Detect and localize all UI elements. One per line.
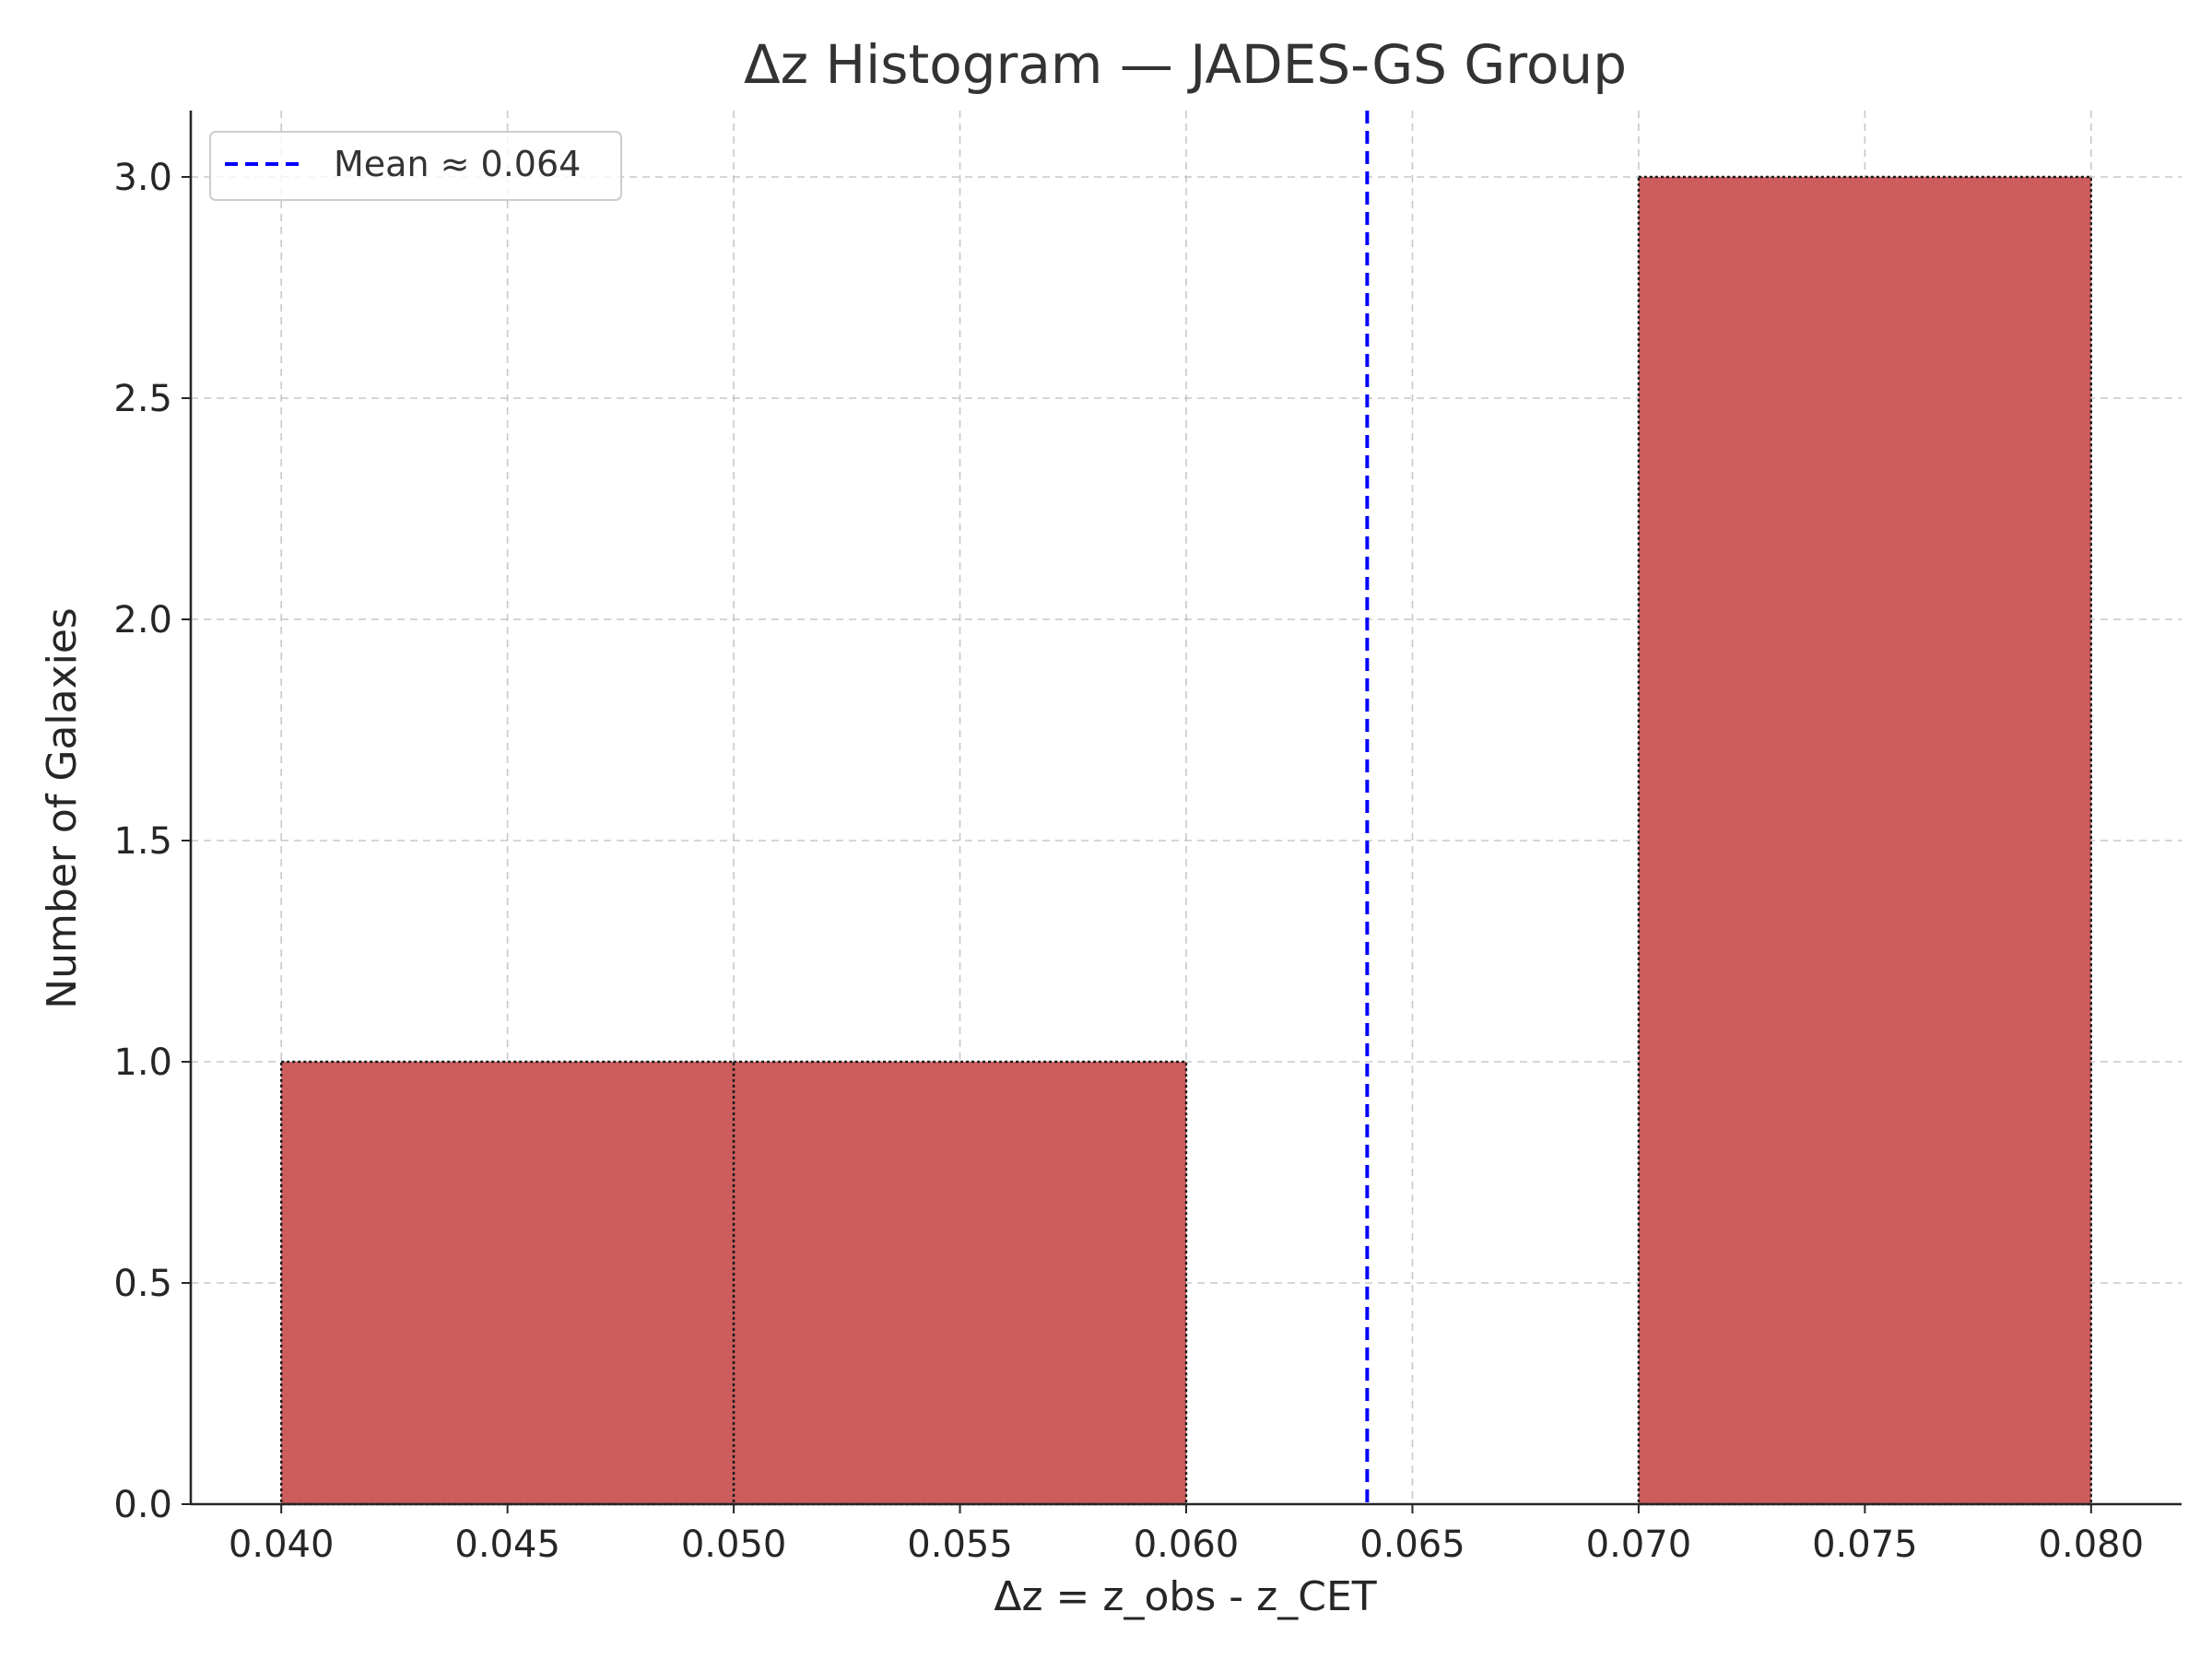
x-tick-label: 0.045 [454,1524,560,1566]
histogram-bar [732,1060,1188,1506]
tick-labels: 0.040 0.045 0.050 0.055 0.060 0.065 0.070 0.075… [113,157,2144,1566]
histogram-bar [279,1060,735,1506]
legend-label-mean: Mean ≈ 0.064 [334,144,581,184]
y-tick-label: 2.0 [113,599,172,641]
axes [182,111,2182,1513]
x-tick-label: 0.065 [1359,1524,1465,1566]
y-axis-label: Number of Galaxies [39,607,86,1009]
y-tick-label: 0.5 [113,1263,172,1305]
y-tick-label: 2.5 [113,378,172,420]
x-tick-label: 0.070 [1586,1524,1692,1566]
y-tick-label: 0.0 [113,1484,172,1526]
x-tick-label: 0.050 [681,1524,787,1566]
x-tick-label: 0.055 [907,1524,1013,1566]
x-tick-label: 0.060 [1134,1524,1240,1566]
x-axis-label: Δz = z_obs - z_CET [994,1573,1376,1620]
chart-title: Δz Histogram — JADES-GS Group [744,33,1627,96]
x-tick-label: 0.075 [1812,1524,1918,1566]
histogram-bar [1637,175,2093,1506]
histogram-bars [279,175,2093,1506]
x-tick-label: 0.080 [2039,1524,2145,1566]
legend-box [209,131,622,201]
y-tick-label: 1.5 [113,820,172,863]
legend: Mean ≈ 0.064 [209,131,622,201]
x-tick-label: 0.040 [229,1524,335,1566]
y-tick-label: 3.0 [113,157,172,199]
y-tick-label: 1.0 [113,1041,172,1084]
